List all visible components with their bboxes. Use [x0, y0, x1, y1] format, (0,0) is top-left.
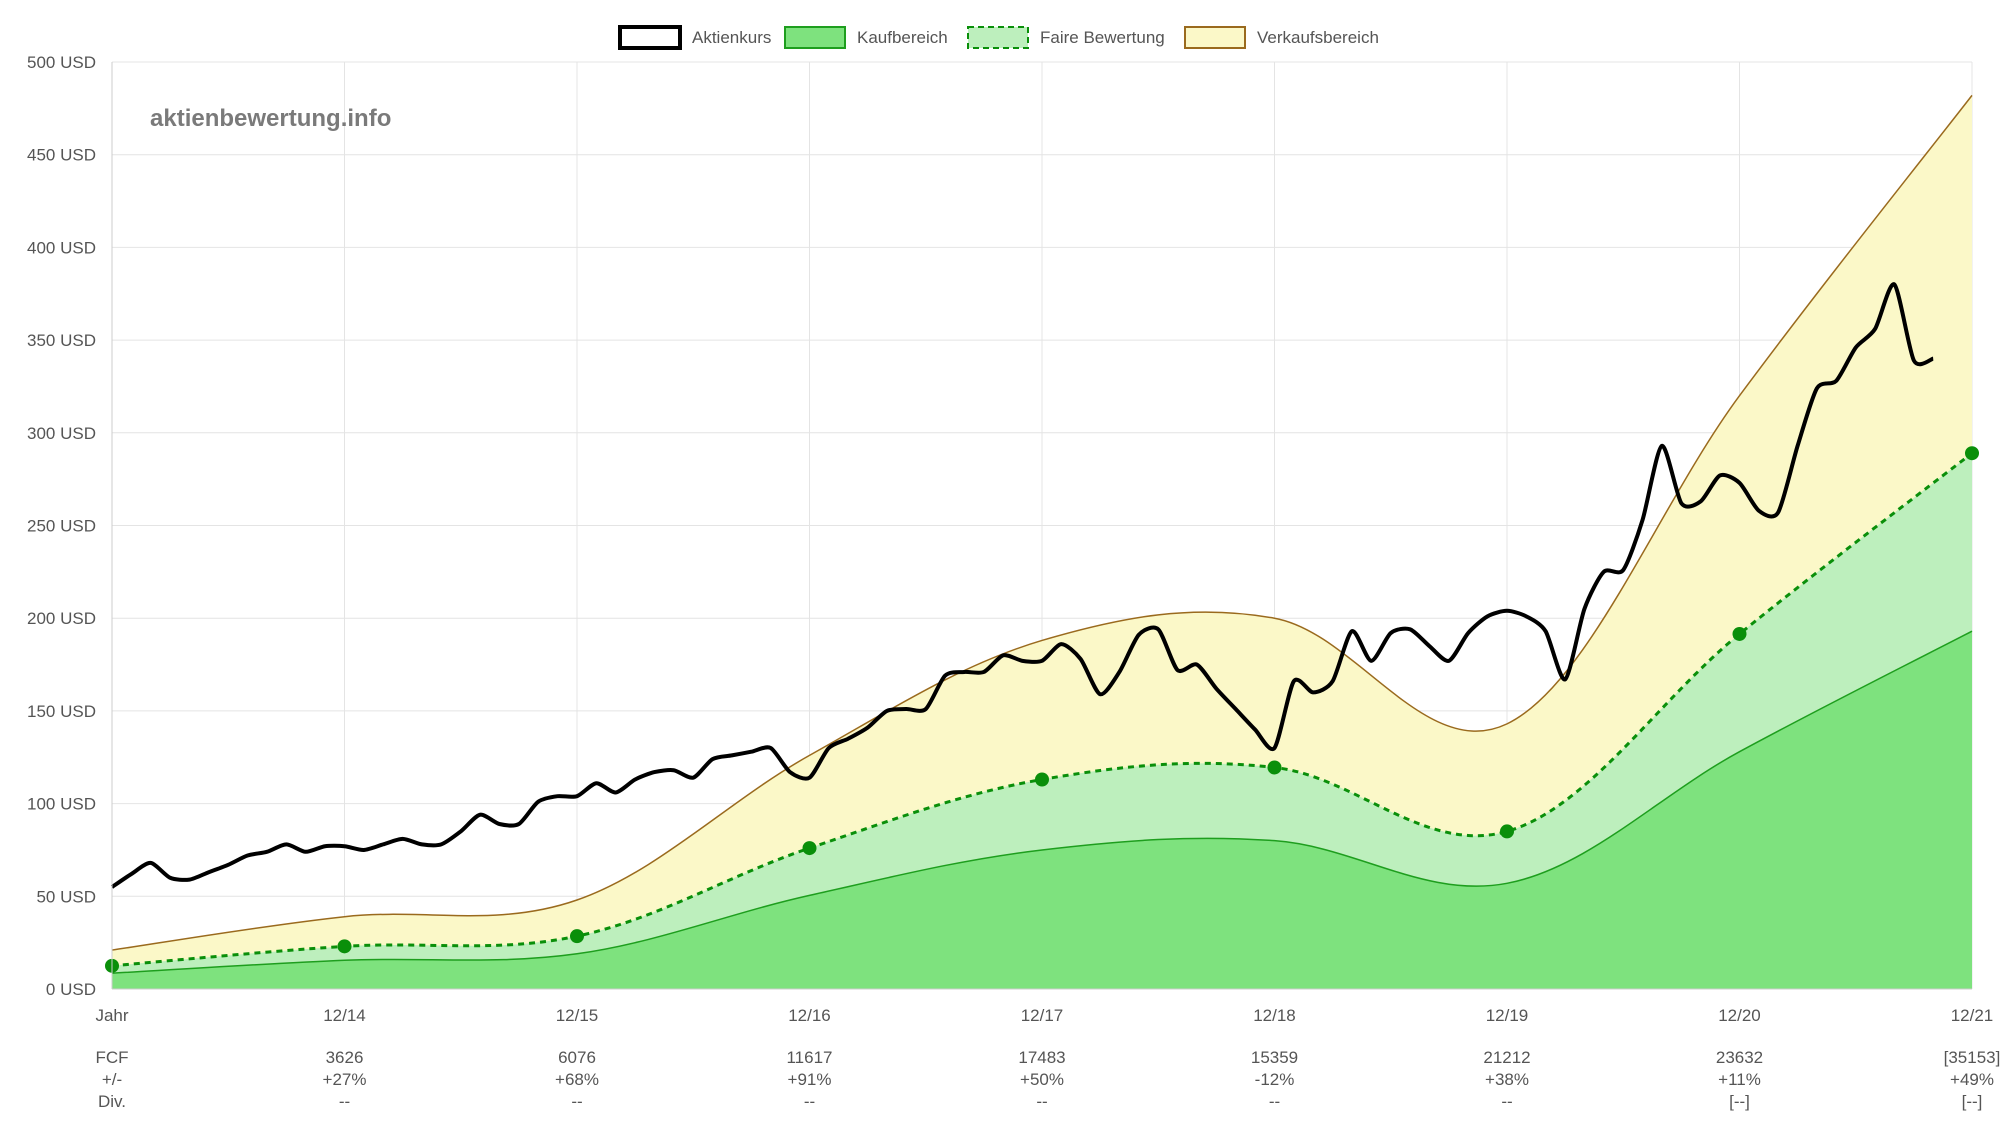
table-cell: -- [804, 1092, 815, 1111]
x-tick-label: 12/17 [1021, 1006, 1064, 1025]
table-cell: +11% [1718, 1070, 1761, 1089]
buy-zone-swatch [784, 26, 846, 49]
chart-areas [112, 95, 1972, 990]
fair-value-point [1500, 824, 1514, 839]
legend-label: Faire Bewertung [1040, 28, 1165, 47]
table-cell: +50% [1020, 1070, 1064, 1089]
y-axis: 0 USD 50 USD 100 USD 150 USD 200 USD 250 USD 3… [27, 53, 113, 999]
table-cell: [--] [1962, 1092, 1983, 1111]
table-cell: -- [339, 1092, 350, 1111]
table-cell: [--] [1729, 1092, 1750, 1111]
table-cell: 3626 [326, 1048, 364, 1067]
legend-item: Faire Bewertung [967, 26, 1165, 49]
table-cell: 11617 [786, 1048, 832, 1067]
fair-zone-area [112, 453, 1972, 990]
table-cell: [35153] [1944, 1048, 2001, 1067]
table-cell: 21212 [1483, 1048, 1530, 1067]
legend-label: Aktienkurs [692, 28, 771, 47]
fair-value-point [1267, 760, 1282, 775]
fair-value-points [105, 446, 1979, 973]
y-tick-label: 450 USD [27, 146, 96, 165]
y-tick-label: 0 USD [46, 980, 96, 999]
y-tick-label: 200 USD [27, 609, 96, 628]
legend-label: Verkaufsbereich [1257, 28, 1379, 47]
fair-value-line [111, 452, 1973, 968]
x-tick-label: 12/19 [1486, 1006, 1529, 1025]
fair-value-point [337, 939, 352, 954]
fair-value-point [1035, 772, 1049, 787]
x-tick-label: 12/15 [556, 1006, 599, 1025]
table-cell: 17483 [1018, 1048, 1065, 1067]
y-tick-label: 500 USD [27, 53, 96, 72]
table-cell: 23632 [1716, 1048, 1763, 1067]
fair-value-point [802, 841, 817, 856]
y-tick-label: 100 USD [27, 795, 96, 814]
fair-value-point [1965, 446, 1979, 461]
x-tick-label: 12/18 [1253, 1006, 1296, 1025]
table-cell: -- [1036, 1092, 1047, 1111]
table-cell: -12% [1255, 1070, 1295, 1089]
x-tick-label: Jahr [95, 1006, 128, 1025]
legend-item: Kaufbereich [784, 26, 948, 49]
fair-value-point [570, 929, 584, 944]
legend-item: Aktienkurs [618, 25, 771, 50]
table-cell: 15359 [1251, 1048, 1298, 1067]
table-cell: +38% [1485, 1070, 1529, 1089]
table-cell: -- [1269, 1092, 1280, 1111]
table-row-label: FCF [95, 1048, 128, 1067]
legend-item: Verkaufsbereich [1184, 26, 1379, 49]
y-tick-label: 300 USD [27, 424, 96, 443]
x-tick-label: 12/21 [1951, 1006, 1994, 1025]
table-cell: -- [571, 1092, 582, 1111]
buy-zone-area [112, 631, 1972, 989]
y-tick-label: 400 USD [27, 238, 96, 257]
x-axis: Jahr 12/14 12/15 12/16 12/17 12/18 12/19 12/20 1… [95, 988, 1994, 1025]
x-tick-label: 12/14 [323, 1006, 366, 1025]
table-cell: +91% [788, 1070, 832, 1089]
sell-zone-swatch [1184, 26, 1246, 49]
sell-zone-area [112, 95, 1972, 989]
x-tick-label: 12/20 [1718, 1006, 1761, 1025]
chart-legend: Aktienkurs Kaufbereich Faire Bewertung Verk… [618, 25, 1379, 50]
y-tick-label: 350 USD [27, 331, 96, 350]
price-line-swatch [618, 25, 682, 50]
fair-value-point [1732, 626, 1747, 641]
x-tick-label: 12/16 [788, 1006, 831, 1025]
fundamentals-table: FCF 3626 6076 11617 17483 15359 21212 23632 [351… [95, 1048, 2000, 1111]
table-cell: +27% [323, 1070, 367, 1089]
table-cell: +68% [555, 1070, 599, 1089]
y-tick-label: 250 USD [27, 517, 96, 536]
price-line [110, 282, 1934, 889]
watermark-text: aktienbewertung.info [150, 105, 391, 132]
sell-zone-line [111, 94, 1973, 951]
fair-value-swatch [967, 26, 1029, 49]
y-tick-label: 50 USD [36, 887, 96, 906]
table-cell: 6076 [558, 1048, 596, 1067]
legend-label: Kaufbereich [857, 28, 948, 47]
table-row-label: +/- [102, 1070, 122, 1089]
y-tick-label: 150 USD [27, 702, 96, 721]
buy-zone-line [111, 630, 1973, 974]
chart-lines [110, 94, 1973, 974]
table-cell: -- [1501, 1092, 1512, 1111]
table-cell: +49% [1950, 1070, 1994, 1089]
table-row-label: Div. [98, 1092, 126, 1111]
